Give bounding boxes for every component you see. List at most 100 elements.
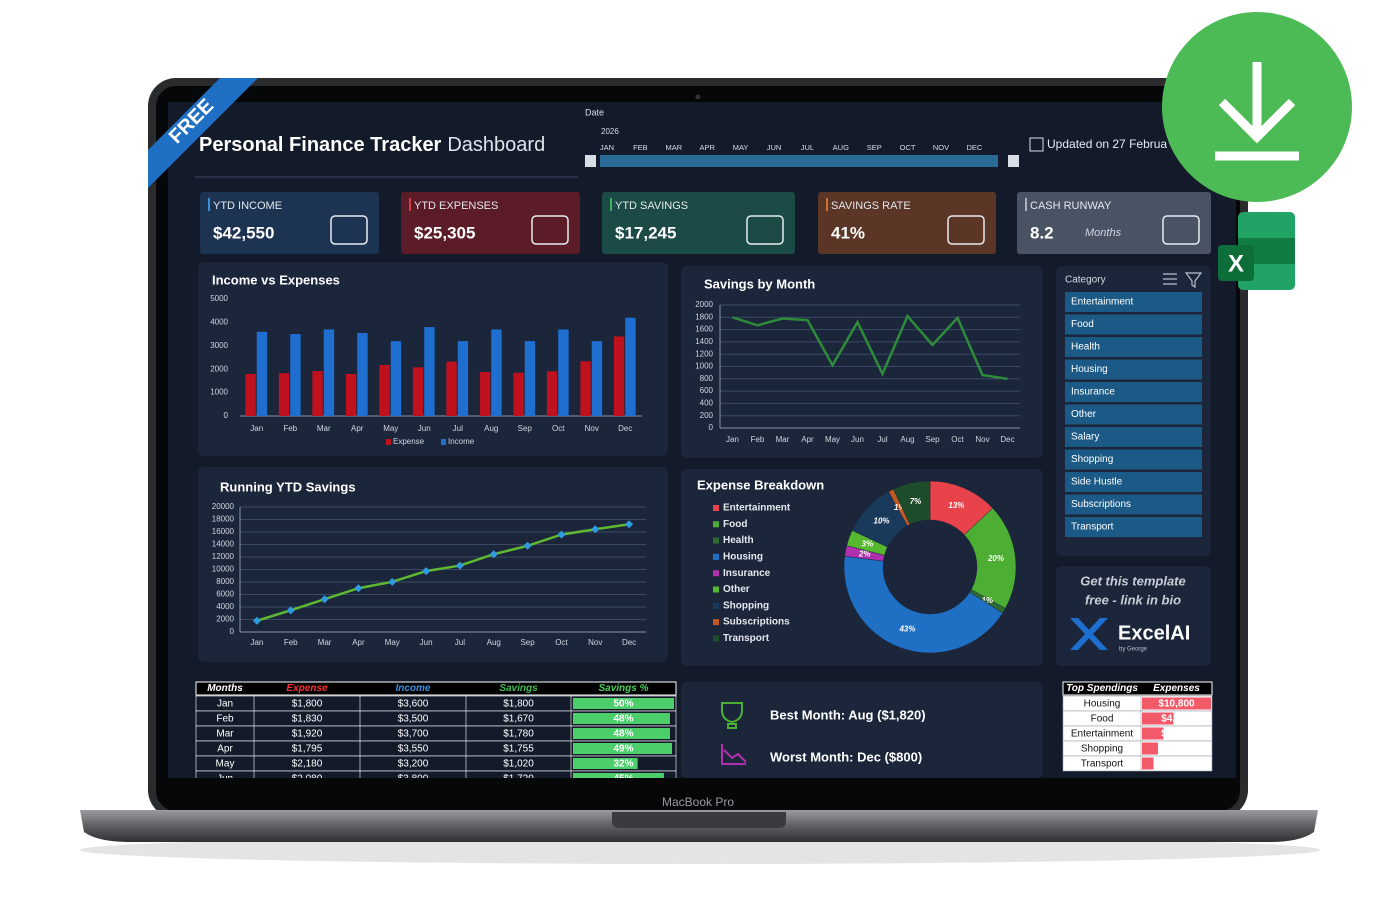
x-tick-label: Nov: [588, 638, 602, 647]
timeline-month[interactable]: FEB: [633, 143, 648, 152]
table-row: [1062, 755, 1213, 772]
slicer-item-label[interactable]: Health: [1071, 342, 1100, 353]
bar: [558, 329, 569, 416]
timeline-month[interactable]: JUL: [801, 143, 814, 152]
y-tick-label: 20000: [212, 502, 235, 511]
column-header: Expense: [286, 683, 328, 694]
spend-bar: [1142, 757, 1154, 770]
kpi-icon: [746, 215, 784, 245]
slicer-item[interactable]: [1065, 517, 1202, 537]
table-cell: $1,810: [1161, 759, 1192, 770]
slicer-item-label[interactable]: Side Hustle: [1071, 477, 1123, 488]
slicer-item[interactable]: [1065, 404, 1202, 425]
table-cell: Housing: [1084, 699, 1121, 710]
timeline-right[interactable]: [1008, 155, 1019, 167]
percent-bar: [573, 698, 674, 709]
marker: [591, 525, 600, 534]
timeline-month[interactable]: APR: [699, 143, 715, 152]
y-tick-label: 400: [700, 399, 714, 408]
legend-label: Entertainment: [723, 503, 791, 514]
data-label: 3%: [862, 540, 874, 549]
kpi-label: CASH RUNWAY: [1030, 200, 1112, 212]
data-label: 10%: [874, 517, 890, 526]
x-tick-label: Feb: [283, 424, 297, 433]
legend-swatch: [713, 521, 719, 528]
kpi-icon: [531, 215, 569, 245]
slicer-item-label[interactable]: Salary: [1071, 432, 1099, 443]
x-tick-label: Jan: [250, 638, 263, 647]
slicer-item[interactable]: [1065, 382, 1202, 402]
slicer-item-label[interactable]: Insurance: [1071, 387, 1115, 398]
slicer-item-label[interactable]: Entertainment: [1071, 297, 1133, 308]
timeline-month[interactable]: JAN: [600, 143, 614, 152]
y-tick-label: 2000: [695, 300, 713, 309]
slicer-item[interactable]: [1065, 359, 1202, 380]
bar: [613, 336, 625, 416]
timeline-month[interactable]: JUN: [767, 143, 782, 152]
kpi-unit: Months: [1085, 227, 1122, 239]
timeline-month[interactable]: OCT: [900, 143, 916, 152]
download-arrow: [1215, 62, 1299, 161]
y-tick-label: 800: [700, 374, 714, 383]
table-cell: 45%: [613, 774, 633, 785]
slicer-item-label[interactable]: Food: [1071, 319, 1094, 330]
kpi-label: YTD EXPENSES: [414, 200, 498, 212]
legend-swatch: [713, 602, 719, 609]
slicer-item[interactable]: [1065, 472, 1202, 492]
timeline-month[interactable]: MAR: [665, 143, 682, 152]
timeline-year: 2026: [601, 127, 619, 136]
slicer-item[interactable]: [1065, 314, 1202, 335]
bar: [591, 341, 603, 416]
marker: [354, 584, 363, 593]
table-cell: $1,755: [503, 744, 534, 755]
y-tick-label: 3000: [210, 341, 228, 350]
slicer-item[interactable]: [1065, 427, 1202, 447]
slicer-item[interactable]: [1065, 494, 1202, 515]
table-cell: Feb: [216, 714, 234, 725]
slicer-item-label[interactable]: Subscriptions: [1071, 499, 1131, 510]
timeline-left[interactable]: [585, 155, 596, 167]
x-tick-label: Oct: [552, 424, 565, 433]
x-tick-label: Jan: [726, 435, 739, 444]
column-header: Top Spendings: [1066, 683, 1138, 694]
bar: [457, 341, 469, 416]
trend-icon: [721, 744, 747, 765]
kpi-card: [818, 192, 996, 254]
bar: [312, 371, 323, 416]
donut-slice: [843, 555, 1003, 654]
slicer-item-label[interactable]: Shopping: [1071, 454, 1113, 465]
slicer-item-label[interactable]: Transport: [1071, 522, 1114, 533]
y-tick-label: 1400: [695, 337, 713, 346]
slicer-item-label[interactable]: Housing: [1071, 364, 1108, 375]
legend-swatch: [713, 586, 719, 593]
timeline-month[interactable]: DEC: [966, 143, 982, 152]
x-tick-label: Mar: [776, 435, 790, 444]
y-tick-label: 1600: [695, 325, 713, 334]
bar: [357, 332, 368, 416]
table-cell: Jan: [217, 699, 233, 710]
y-tick-label: 6000: [216, 590, 234, 599]
slicer-item[interactable]: [1065, 337, 1202, 357]
bar: [580, 361, 591, 416]
legend-swatch: [441, 439, 446, 445]
table-cell: $1,795: [292, 744, 323, 755]
table-cell: $4,940: [1161, 714, 1192, 725]
y-tick-label: 0: [709, 423, 714, 432]
legend-label: Food: [723, 519, 747, 530]
y-tick-label: 12000: [212, 552, 235, 561]
legend-label: Subscriptions: [723, 617, 790, 628]
slicer-item-label[interactable]: Other: [1071, 409, 1097, 420]
timeline-month[interactable]: MAY: [733, 143, 749, 152]
legend-swatch: [386, 439, 391, 445]
timeline-bar[interactable]: [600, 155, 998, 167]
timeline-month[interactable]: NOV: [933, 143, 949, 152]
bar: [379, 364, 390, 416]
timeline-month[interactable]: AUG: [833, 143, 849, 152]
timeline-month[interactable]: SEP: [867, 143, 882, 152]
slicer-item[interactable]: [1065, 449, 1202, 470]
slicer-item[interactable]: [1065, 292, 1202, 312]
y-tick-label: 16000: [212, 527, 235, 536]
y-tick-label: 1000: [695, 362, 713, 371]
